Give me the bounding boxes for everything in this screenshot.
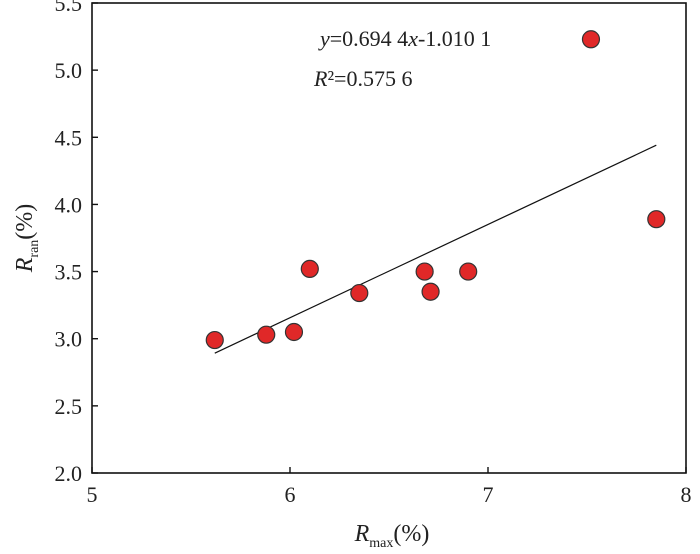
y-axis-label-main: R bbox=[12, 257, 38, 273]
y-tick-label: 4.0 bbox=[55, 192, 83, 217]
equation-part-2: -1.010 1 bbox=[418, 26, 491, 51]
r-squared-value: ²=0.575 6 bbox=[327, 66, 412, 91]
y-tick-label: 4.5 bbox=[55, 125, 83, 150]
data-point bbox=[459, 262, 478, 281]
data-point bbox=[421, 282, 440, 301]
y-tick-label: 5.0 bbox=[55, 58, 83, 83]
regression-equation: y=0.694 4x-1.010 1 bbox=[318, 26, 491, 51]
x-tick-label: 7 bbox=[483, 482, 494, 507]
x-axis-label-unit: (%) bbox=[393, 521, 429, 547]
data-point bbox=[284, 322, 304, 342]
y-tick-label: 2.0 bbox=[55, 461, 83, 486]
r-squared-r: R bbox=[313, 66, 328, 91]
x-axis-label-main: R bbox=[354, 521, 370, 547]
y-tick-label: 2.5 bbox=[55, 394, 83, 419]
trendline-group bbox=[214, 144, 657, 354]
y-axis-label-unit: (%) bbox=[12, 204, 38, 240]
y-tick-label: 3.0 bbox=[55, 327, 83, 352]
y-axis-label: Rran(%) bbox=[12, 204, 42, 274]
x-axis-label-sub: max bbox=[369, 536, 393, 549]
y-tick-label: 3.5 bbox=[55, 260, 83, 285]
data-point bbox=[581, 30, 601, 49]
trendline bbox=[214, 144, 657, 354]
data-points bbox=[205, 30, 666, 350]
data-point bbox=[350, 283, 369, 303]
equation-y: y bbox=[318, 26, 330, 51]
data-point bbox=[647, 210, 666, 229]
data-point bbox=[205, 330, 224, 350]
plot-border bbox=[91, 2, 687, 474]
plot-frame bbox=[91, 2, 687, 474]
y-axis-label-sub: ran bbox=[27, 240, 42, 258]
y-tick-label: 5.5 bbox=[55, 0, 83, 16]
data-point bbox=[415, 262, 434, 281]
axis-ticks: 5 6 7 8 2.0 2.5 3.0 3.5 4.0 4.5 5.0 5.5 bbox=[55, 0, 692, 507]
equation-part-1: =0.694 4 bbox=[330, 26, 408, 51]
x-tick-label: 8 bbox=[681, 482, 692, 507]
data-point bbox=[257, 325, 276, 344]
equation-x: x bbox=[407, 26, 418, 51]
data-point bbox=[300, 259, 319, 278]
r-squared: R²=0.575 6 bbox=[313, 66, 412, 91]
x-tick-label: 6 bbox=[285, 482, 296, 507]
x-tick-label: 5 bbox=[87, 482, 98, 507]
x-axis-label: Rmax(%) bbox=[354, 521, 430, 549]
